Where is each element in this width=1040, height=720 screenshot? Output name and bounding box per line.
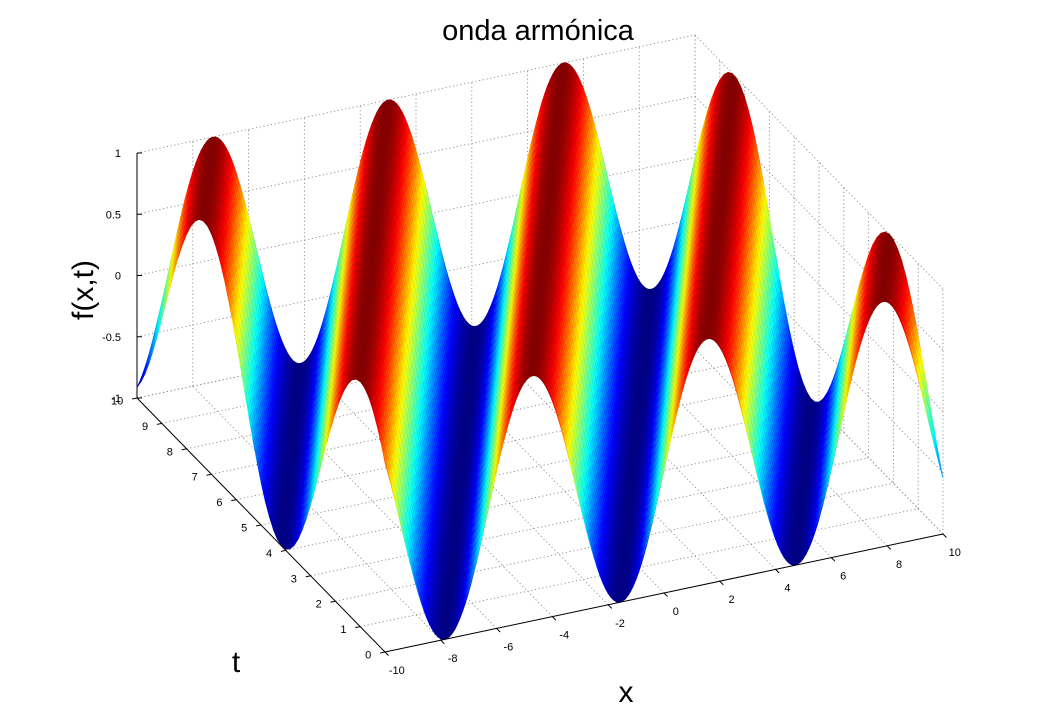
grid-line [260, 406, 820, 526]
grid-line [285, 431, 844, 551]
surface-plot [136, 62, 944, 640]
grid-line [236, 381, 795, 501]
grid-line [136, 34, 696, 154]
